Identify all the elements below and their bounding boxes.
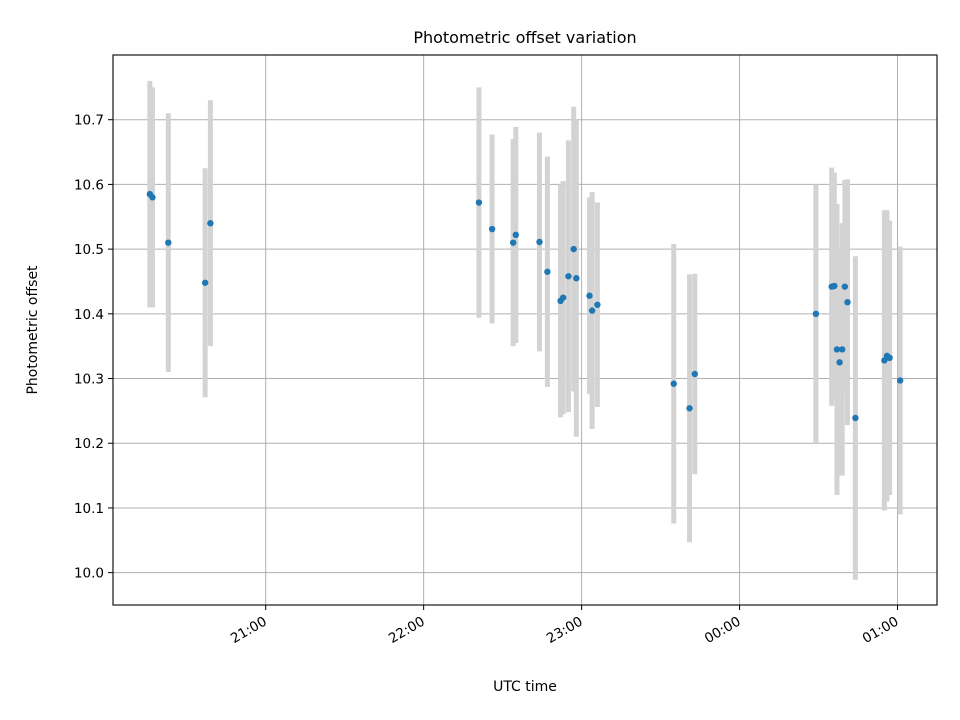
x-tick-label: 23:00 [544, 614, 586, 647]
data-point [839, 346, 846, 353]
data-point [686, 405, 693, 412]
x-tick-label: 22:00 [386, 614, 428, 647]
data-point [691, 370, 699, 378]
data-point [588, 307, 596, 314]
errorbars [147, 80, 903, 580]
data-point [512, 231, 519, 239]
data-point [565, 273, 572, 280]
data-point [812, 310, 820, 318]
chart-title: Photometric offset variation [413, 28, 636, 47]
data-points [146, 190, 904, 422]
y-tick-label: 10.3 [74, 372, 104, 388]
y-tick-label: 10.1 [74, 501, 104, 517]
data-point [852, 414, 859, 422]
y-tick-label: 10.5 [74, 242, 104, 258]
plot-frame [112, 54, 938, 606]
data-point [207, 220, 214, 227]
data-point [896, 377, 904, 384]
data-point [831, 282, 838, 290]
y-tick-label: 10.7 [74, 113, 104, 129]
data-point [165, 239, 172, 246]
data-point [544, 268, 551, 275]
data-point [509, 239, 517, 246]
x-tick-label: 00:00 [702, 614, 744, 647]
data-point [559, 294, 567, 301]
data-point [570, 245, 577, 253]
data-point [536, 238, 543, 246]
data-point [841, 283, 849, 290]
x-axis-label: UTC time [493, 679, 557, 695]
data-point [201, 279, 209, 286]
grid [113, 55, 937, 605]
data-point [836, 359, 843, 366]
x-tick-label: 21:00 [228, 614, 270, 647]
data-point [594, 301, 601, 308]
y-tick-label: 10.2 [74, 436, 104, 452]
y-axis-ticks: 10.0 10.1 10.2 10.3 10.4 10.5 10.6 10.7 [74, 113, 113, 582]
x-axis-ticks: 21:00 22:00 23:00 00:00 01:00 [228, 605, 902, 647]
data-point [488, 225, 496, 233]
data-point [573, 275, 580, 282]
data-point [833, 346, 841, 353]
data-point [586, 292, 593, 299]
data-point [149, 194, 156, 201]
y-tick-label: 10.0 [74, 566, 104, 582]
data-point [475, 199, 483, 206]
data-point [844, 298, 851, 306]
y-tick-label: 10.4 [74, 307, 104, 323]
data-point [886, 354, 893, 362]
data-point [670, 380, 677, 387]
y-axis-label: Photometric offset [25, 265, 41, 395]
y-tick-label: 10.6 [74, 177, 104, 193]
x-tick-label: 01:00 [860, 614, 902, 647]
